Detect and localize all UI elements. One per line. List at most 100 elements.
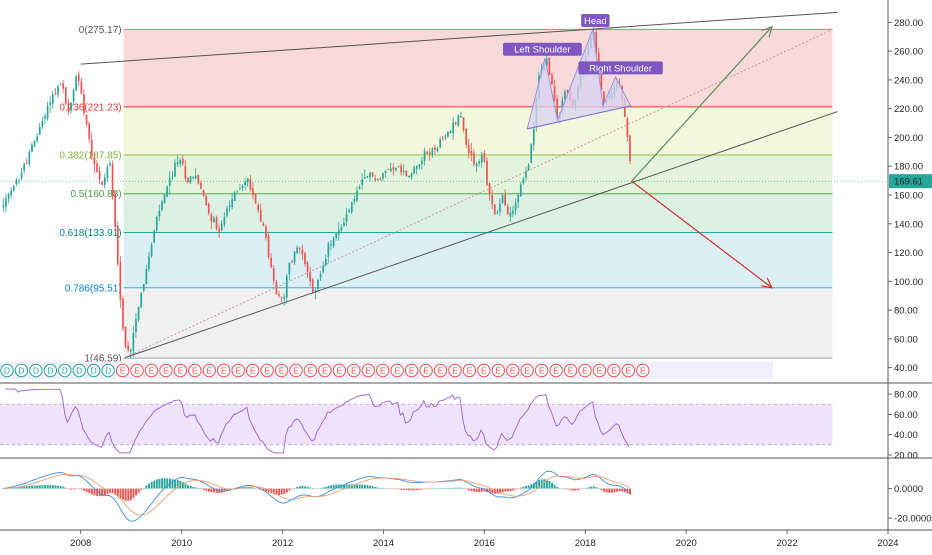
event-marker-earnings[interactable] — [115, 363, 130, 378]
event-marker-earnings[interactable] — [477, 363, 491, 378]
event-marker-letter: E — [409, 365, 415, 375]
macd-histogram-bar — [592, 486, 595, 489]
event-marker-earnings[interactable] — [506, 363, 520, 378]
event-marker-earnings[interactable] — [563, 363, 578, 378]
trendline-lower-channel[interactable] — [123, 111, 838, 359]
event-marker-earnings[interactable] — [549, 363, 563, 378]
trendline-upper-channel[interactable] — [80, 11, 838, 65]
price-tick-label: 240.00 — [894, 75, 923, 86]
candle-body — [77, 74, 80, 81]
event-marker-earnings[interactable] — [231, 363, 245, 378]
candle-body — [96, 163, 98, 172]
macd-signal-line[interactable] — [2, 473, 630, 516]
event-marker-letter: E — [337, 365, 343, 375]
projection-bull-target[interactable] — [631, 26, 773, 182]
event-marker-earnings[interactable] — [419, 363, 433, 378]
event-marker-earnings[interactable] — [245, 363, 260, 378]
event-marker-earnings[interactable] — [202, 363, 217, 378]
macd-histogram-bar — [265, 488, 268, 492]
candle-body — [449, 131, 452, 134]
candle-body — [265, 226, 267, 238]
event-marker-earnings[interactable] — [260, 363, 274, 378]
candle-body — [15, 179, 18, 185]
event-marker-earnings[interactable] — [621, 363, 636, 378]
event-marker-earnings[interactable] — [188, 363, 202, 378]
candle-body — [389, 168, 392, 172]
event-marker-dividend[interactable] — [29, 363, 43, 378]
event-marker-earnings[interactable] — [159, 363, 173, 378]
event-marker-dividend[interactable] — [101, 363, 115, 378]
projection-bear-target[interactable] — [631, 180, 773, 289]
event-marker-earnings[interactable] — [592, 363, 607, 378]
macd-histogram-bar — [478, 488, 481, 493]
candle-body — [491, 195, 494, 205]
event-marker-earnings[interactable] — [607, 363, 621, 378]
event-marker-letter: D — [33, 365, 39, 375]
event-marker-dividend[interactable] — [0, 363, 14, 378]
event-marker-earnings[interactable] — [318, 363, 332, 378]
event-marker-earnings[interactable] — [404, 363, 419, 378]
last-price-badge[interactable] — [889, 174, 932, 189]
event-marker-letter: E — [279, 365, 285, 375]
event-marker-dividend[interactable] — [14, 363, 29, 378]
event-marker-earnings[interactable] — [462, 363, 477, 378]
candle-body — [2, 205, 5, 208]
macd-histogram-bar — [205, 488, 208, 491]
event-marker-earnings[interactable] — [636, 363, 650, 378]
candle-body — [473, 153, 475, 165]
event-marker-dividend[interactable] — [43, 363, 58, 378]
event-marker-letter: E — [293, 365, 299, 375]
macd-histogram-bar — [493, 488, 496, 494]
event-marker-earnings[interactable] — [144, 363, 159, 378]
macd-histogram-bar — [405, 488, 408, 491]
event-marker-earnings[interactable] — [303, 363, 318, 378]
event-marker-earnings[interactable] — [332, 363, 347, 378]
event-marker-earnings[interactable] — [361, 363, 375, 378]
event-marker-dividend[interactable] — [58, 363, 72, 378]
event-marker-letter: E — [438, 365, 444, 375]
event-marker-earnings[interactable] — [217, 363, 231, 378]
event-marker-dividend[interactable] — [87, 363, 101, 378]
event-marker-earnings[interactable] — [491, 363, 505, 378]
macd-histogram-bar — [382, 488, 385, 489]
trendline-neckline[interactable] — [527, 105, 631, 130]
candle-body — [254, 193, 257, 204]
candle-body — [332, 238, 335, 247]
event-marker-earnings[interactable] — [130, 363, 144, 378]
candle-body — [197, 174, 200, 184]
rsi-line[interactable] — [5, 388, 630, 454]
event-marker-earnings[interactable] — [578, 363, 592, 378]
event-marker-earnings[interactable] — [390, 363, 404, 378]
macd-histogram-bar — [566, 488, 569, 490]
event-marker-earnings[interactable] — [433, 363, 448, 378]
candle-body — [441, 138, 444, 140]
macd-histogram-bar — [267, 488, 270, 493]
candle-body — [278, 293, 280, 296]
candle-body — [51, 94, 54, 104]
macd-histogram-bar — [363, 484, 366, 489]
event-marker-earnings[interactable] — [347, 363, 361, 378]
macd-histogram-bar — [272, 488, 275, 495]
event-marker-dividend[interactable] — [72, 363, 86, 378]
price-tick-label: 140.00 — [894, 219, 923, 230]
event-marker-earnings[interactable] — [534, 363, 549, 378]
event-marker-letter: D — [47, 365, 53, 375]
event-marker-earnings[interactable] — [448, 363, 462, 378]
event-marker-earnings[interactable] — [274, 363, 289, 378]
event-marker-earnings[interactable] — [173, 363, 188, 378]
candle-body — [202, 189, 205, 196]
macd-histogram-bar — [512, 488, 515, 491]
macd-histogram-bar — [356, 484, 359, 489]
event-marker-earnings[interactable] — [376, 363, 390, 378]
event-marker-earnings[interactable] — [289, 363, 303, 378]
candle-body — [480, 154, 483, 163]
event-marker-earnings[interactable] — [520, 363, 534, 378]
macd-histogram-bar — [171, 479, 174, 489]
macd-histogram-bar — [31, 485, 34, 489]
macd-histogram-bar — [603, 488, 606, 492]
macd-histogram-bar — [145, 485, 148, 489]
candle-body — [504, 194, 507, 206]
fib-level-label-4: 0.618(133.91) — [59, 228, 121, 239]
